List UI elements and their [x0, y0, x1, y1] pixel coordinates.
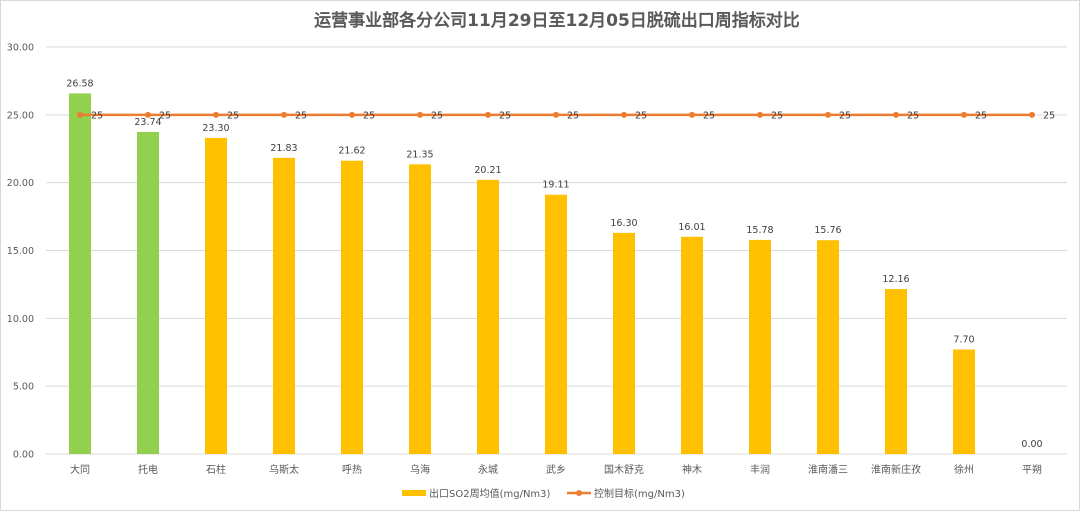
target-label: 25: [227, 110, 239, 121]
x-tick-label: 神木: [682, 463, 702, 476]
x-tick-label: 呼热: [342, 463, 362, 476]
x-tick-label: 平朔: [1022, 463, 1042, 476]
data-label: 16.30: [610, 218, 637, 229]
target-label: 25: [91, 110, 103, 121]
bar: [137, 131, 159, 454]
legend: 出口SO2周均值(mg/Nm3) 控制目标(mg/Nm3): [402, 487, 685, 500]
bar: [681, 236, 703, 454]
target-point: [553, 111, 559, 118]
data-label: 21.35: [406, 149, 433, 160]
data-label: 12.16: [882, 274, 909, 285]
target-point: [757, 111, 763, 118]
target-point: [77, 111, 83, 118]
x-tick-label: 国木舒克: [604, 463, 644, 476]
target-label: 25: [839, 110, 851, 121]
target-point: [621, 111, 627, 118]
x-tick-label: 丰润: [750, 463, 770, 476]
target-label: 25: [159, 110, 171, 121]
bar: [273, 157, 295, 454]
data-label: 16.01: [678, 222, 705, 233]
target-point: [213, 111, 219, 118]
y-tick-label: 0.00: [13, 450, 34, 461]
y-tick-label: 15.00: [7, 246, 34, 257]
x-tick-label: 大同: [70, 463, 90, 476]
target-label: 25: [295, 110, 307, 121]
target-label: 25: [499, 110, 511, 121]
data-label: 19.11: [542, 180, 569, 191]
target-label: 25: [635, 110, 647, 121]
bar: [817, 240, 839, 454]
target-label: 25: [771, 110, 783, 121]
data-label: 7.70: [953, 335, 974, 346]
target-point: [349, 111, 355, 118]
data-label: 0.00: [1021, 439, 1042, 450]
data-label: 26.58: [66, 78, 93, 89]
bar: [613, 232, 635, 454]
target-label: 25: [975, 110, 987, 121]
data-label: 23.74: [134, 117, 161, 128]
target-label: 25: [1043, 110, 1055, 121]
y-tick-label: 10.00: [7, 314, 34, 325]
target-point: [485, 111, 491, 118]
legend-label-bar: 出口SO2周均值(mg/Nm3): [429, 487, 551, 500]
y-tick-label: 5.00: [13, 382, 34, 393]
target-point: [1029, 111, 1035, 118]
target-point: [145, 111, 151, 118]
x-tick-label: 乌海: [410, 463, 430, 476]
x-tick-label: 淮南潘三: [808, 463, 848, 476]
y-tick-label: 25.00: [7, 110, 34, 121]
bar: [953, 349, 975, 454]
target-point: [281, 111, 287, 118]
target-point: [417, 111, 423, 118]
target-label: 25: [431, 110, 443, 121]
target-point: [893, 111, 899, 118]
x-tick-label: 淮南新庄孜: [871, 463, 921, 476]
target-point: [689, 111, 695, 118]
x-tick-label: 石柱: [206, 463, 226, 476]
bar: [749, 239, 771, 454]
x-tick-label: 徐州: [954, 463, 974, 476]
legend-marker: [576, 490, 582, 496]
bar: [341, 160, 363, 454]
bar: [409, 164, 431, 454]
chart-title: 运营事业部各分公司11月29日至12月05日脱硫出口周指标对比: [314, 10, 800, 31]
target-point: [825, 111, 831, 118]
x-tick-label: 武乡: [546, 463, 566, 476]
x-tick-label: 永城: [478, 463, 498, 476]
data-label: 21.62: [338, 146, 365, 157]
data-label: 23.30: [202, 123, 229, 134]
y-tick-label: 20.00: [7, 178, 34, 189]
target-label: 25: [703, 110, 715, 121]
bar: [885, 289, 907, 454]
x-tick-label: 乌斯太: [269, 463, 299, 476]
data-label: 21.83: [270, 143, 297, 154]
data-label: 15.78: [746, 225, 773, 236]
target-label: 25: [363, 110, 375, 121]
legend-label-line: 控制目标(mg/Nm3): [594, 487, 685, 500]
bar: [477, 179, 499, 454]
bar: [205, 137, 227, 454]
target-label: 25: [907, 110, 919, 121]
data-label: 20.21: [474, 165, 501, 176]
x-tick-label: 托电: [138, 463, 158, 476]
bar: [545, 194, 567, 454]
legend-swatch-bar: [402, 490, 426, 496]
data-label: 15.76: [814, 225, 841, 236]
target-label: 25: [567, 110, 579, 121]
target-point: [961, 111, 967, 118]
y-tick-label: 30.00: [7, 43, 34, 54]
bar: [69, 93, 91, 454]
